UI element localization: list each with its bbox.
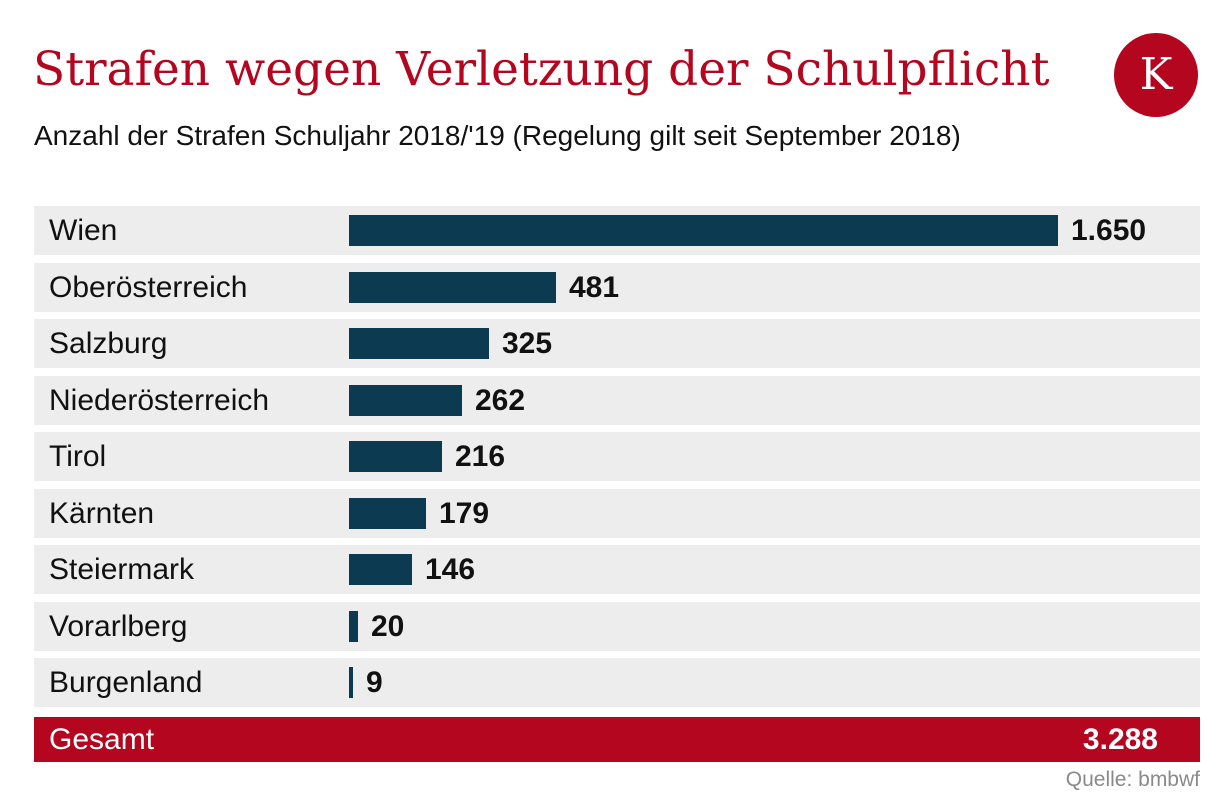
bar [349, 385, 462, 416]
chart-title: Strafen wegen Verletzung der Schulpflich… [33, 42, 1050, 97]
value-label: 9 [366, 666, 383, 699]
bar [349, 215, 1058, 246]
category-label: Wien [49, 214, 118, 247]
value-label: 179 [439, 497, 490, 530]
bar [349, 498, 426, 529]
bar [349, 554, 412, 585]
source-note: Quelle: bmbwf [1065, 768, 1200, 791]
category-label: Burgenland [49, 666, 203, 699]
chart-row: Niederösterreich 262 [34, 376, 1200, 425]
value-label: 325 [502, 327, 553, 360]
bar [349, 441, 442, 472]
category-label: Oberösterreich [49, 271, 248, 304]
total-row: Gesamt 3.288 [34, 717, 1200, 762]
category-label: Steiermark [49, 553, 195, 586]
chart-row: Tirol 216 [34, 432, 1200, 481]
chart-row: Burgenland 9 [34, 658, 1200, 707]
category-label: Kärnten [49, 497, 155, 530]
category-label: Vorarlberg [49, 610, 188, 643]
value-label: 216 [455, 440, 506, 473]
total-label: Gesamt [49, 723, 155, 756]
total-value: 3.288 [1082, 723, 1158, 756]
chart-row: Salzburg 325 [34, 319, 1200, 368]
bar [349, 272, 556, 303]
category-label: Niederösterreich [49, 384, 270, 417]
chart-subtitle: Anzahl der Strafen Schuljahr 2018/'19 (R… [34, 120, 961, 151]
chart-row: Oberösterreich 481 [34, 263, 1200, 312]
chart-row: Wien 1.650 [34, 206, 1200, 255]
value-label: 481 [569, 271, 620, 304]
value-label: 20 [371, 610, 405, 643]
bar [349, 611, 358, 642]
value-label: 146 [425, 553, 476, 586]
value-label: 262 [475, 384, 526, 417]
bar [349, 667, 353, 698]
category-label: Salzburg [49, 327, 168, 360]
value-label: 1.650 [1071, 214, 1147, 247]
chart-row: Steiermark 146 [34, 545, 1200, 594]
chart-row: Vorarlberg 20 [34, 602, 1200, 651]
bar [349, 328, 489, 359]
category-label: Tirol [49, 440, 107, 473]
chart-row: Kärnten 179 [34, 489, 1200, 538]
brand-logo: K [1114, 33, 1198, 117]
